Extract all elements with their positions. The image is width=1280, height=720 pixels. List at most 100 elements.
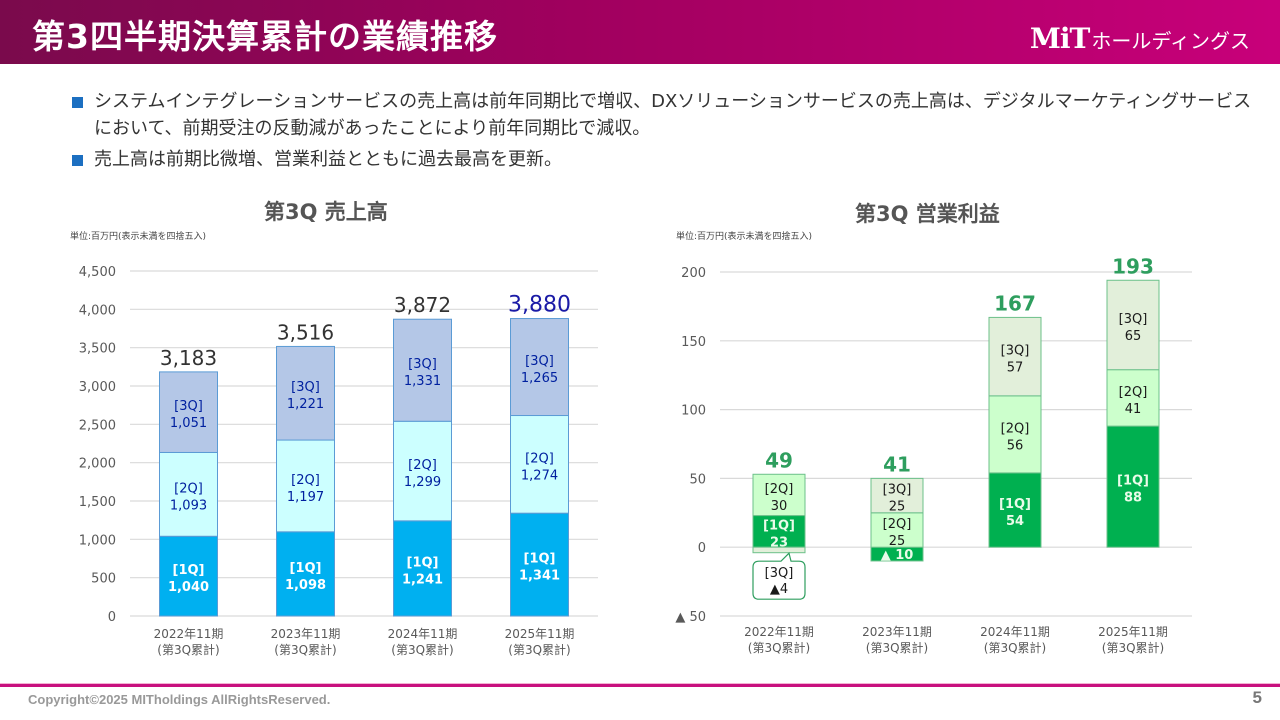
summary-bullets: システムインテグレーションサービスの売上高は前年同期比で増収、DXソリューション… — [72, 88, 1252, 177]
segment-quarter-label: [1Q] — [407, 555, 439, 570]
segment-value-label: 1,040 — [168, 580, 209, 595]
x-category-label: 2022年11期 — [154, 627, 224, 641]
sales-chart: 0 500 1,000 1,500 2,000 2,500 3,000 3,500 4,000 4… — [79, 265, 598, 657]
x-category-label: (第3Q累計) — [866, 640, 928, 655]
bullet-text: システムインテグレーションサービスの売上高は前年同期比で増収、DXソリューション… — [94, 91, 1252, 139]
bar-segment-2q — [1106, 369, 1160, 427]
bar-total-label: 3,516 — [277, 320, 334, 344]
bar-total-label: 49 — [765, 448, 793, 472]
segment-value-label: 1,341 — [519, 569, 560, 584]
y-tick-label: 50 — [689, 472, 706, 487]
bar-segment-3q — [510, 318, 569, 417]
y-tick-label: 4,500 — [79, 265, 116, 280]
x-category-label: (第3Q累計) — [508, 642, 570, 657]
bar-segment-1q — [159, 535, 218, 617]
bar-total-label: 3,880 — [508, 293, 571, 318]
segment-value-label: 1,265 — [521, 371, 558, 386]
x-category-label: (第3Q累計) — [748, 640, 810, 655]
y-tick-label: 0 — [108, 610, 116, 625]
y-tick-label: 3,500 — [79, 342, 116, 357]
x-category-label: (第3Q累計) — [391, 642, 453, 657]
segment-quarter-label: [2Q] — [525, 451, 554, 466]
bar-segment-3q — [988, 316, 1042, 397]
segment-quarter-label: [3Q] — [408, 357, 437, 372]
x-category-label: (第3Q累計) — [1102, 640, 1164, 655]
x-category-label: 2025年11期 — [505, 627, 575, 641]
bar-segment-1q — [1106, 425, 1160, 548]
bullet-item: 売上高は前期比微増、営業利益とともに過去最高を更新。 — [72, 146, 1252, 173]
bar-total-label: 167 — [994, 291, 1036, 315]
segment-quarter-label: [3Q] — [525, 354, 554, 369]
x-category-label: 2025年11期 — [1098, 625, 1168, 639]
segment-value-label: 1,098 — [285, 578, 326, 593]
y-tick-label: 0 — [698, 541, 706, 556]
bar-segment-3q — [393, 318, 452, 422]
y-tick-label: 3,000 — [79, 380, 116, 395]
segment-value-label: 54 — [1006, 514, 1024, 529]
segment-value-label: 25 — [889, 534, 906, 549]
y-tick-label: 1,500 — [79, 495, 116, 510]
sales-unit-note: 単位:百万円(表示未満を四捨五入) — [70, 232, 207, 242]
segment-quarter-label: [2Q] — [883, 517, 912, 532]
segment-quarter-label: [1Q] — [290, 561, 322, 576]
segment-value-label: 1,221 — [287, 397, 324, 412]
footer-divider — [0, 683, 1280, 687]
x-category-label: (第3Q累計) — [984, 640, 1046, 655]
logo-text: ホールディングス — [1091, 29, 1250, 53]
segment-value-label: 88 — [1124, 491, 1142, 506]
segment-quarter-label: [2Q] — [1119, 385, 1148, 400]
x-category-label: (第3Q累計) — [157, 642, 219, 657]
bar-segment-2q — [393, 420, 452, 522]
bar-segment-1q — [276, 531, 335, 617]
bullet-square-icon — [72, 97, 83, 108]
x-category-label: 2024年11期 — [980, 625, 1050, 639]
callout-bubble — [752, 552, 806, 600]
segment-value-label: 1,331 — [404, 374, 441, 389]
segment-quarter-label: [2Q] — [174, 481, 203, 496]
segment-value-label: 23 — [770, 535, 788, 550]
y-tick-label: 100 — [681, 404, 706, 419]
bar-total-label: 41 — [883, 452, 911, 476]
bar-segment-2q — [159, 451, 218, 537]
profit-unit-note: 単位:百万円(表示未満を四捨五入) — [676, 232, 813, 242]
page-number: 5 — [1252, 688, 1262, 707]
bar-segment-2q — [510, 415, 569, 514]
bar-total-label: 3,183 — [160, 346, 217, 370]
bar-segment-2q — [752, 473, 806, 517]
bar-segment-2q — [988, 395, 1042, 474]
logo-mark: MiT — [1029, 22, 1090, 55]
company-logo: MiT ホールディングス — [1030, 22, 1250, 55]
segment-value-label: 57 — [1007, 361, 1024, 376]
segment-quarter-label: [1Q] — [173, 563, 205, 578]
segment-value-label: 1,197 — [287, 490, 324, 505]
bar-segment-1q — [510, 512, 569, 617]
segment-quarter-label: [2Q] — [765, 482, 794, 497]
segment-value-label: 56 — [1007, 438, 1024, 453]
x-category-label: 2022年11期 — [744, 625, 814, 639]
bar-segment-3q — [159, 371, 218, 453]
segment-quarter-label: [3Q] — [174, 399, 203, 414]
x-category-label: (第3Q累計) — [274, 642, 336, 657]
bar-total-label: 3,872 — [394, 293, 451, 317]
bar-segment-3q — [1106, 279, 1160, 371]
bar-segment-2q — [870, 512, 924, 548]
segment-value-label: 65 — [1125, 329, 1142, 344]
bullet-item: システムインテグレーションサービスの売上高は前年同期比で増収、DXソリューション… — [72, 88, 1252, 142]
segment-quarter-label: [2Q] — [1001, 421, 1030, 436]
segment-value-label: 1,051 — [170, 416, 207, 431]
segment-quarter-label: [1Q] — [524, 552, 556, 567]
segment-quarter-label: [3Q] — [883, 483, 912, 498]
segment-value-label: 25 — [889, 500, 906, 515]
y-tick-label: 4,000 — [79, 303, 116, 318]
y-tick-label: 150 — [681, 335, 706, 350]
y-tick-label: 2,000 — [79, 457, 116, 472]
segment-quarter-label: [2Q] — [408, 458, 437, 473]
segment-quarter-label: [1Q] — [1117, 474, 1149, 489]
segment-quarter-label: [2Q] — [291, 473, 320, 488]
y-tick-label: ▲ 50 — [675, 610, 706, 625]
bar-segment-1q — [988, 472, 1042, 548]
bar-segment-3q — [276, 345, 335, 441]
segment-value-label: 30 — [771, 499, 788, 514]
bullet-text: 売上高は前期比微増、営業利益とともに過去最高を更新。 — [94, 149, 562, 170]
bar-segment-3q — [752, 546, 806, 554]
